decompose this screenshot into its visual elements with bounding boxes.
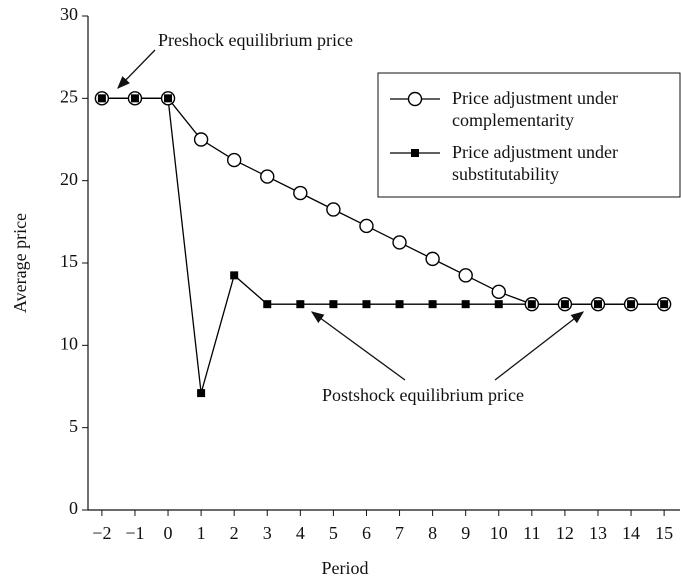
point — [296, 300, 305, 309]
legend-label: Price adjustment under complementarity — [452, 88, 618, 130]
annotation-arrow — [117, 49, 156, 89]
point — [491, 284, 506, 300]
point — [197, 389, 206, 398]
point — [395, 300, 404, 309]
annotation: Postshock equilibrium price — [322, 385, 524, 405]
x-tick-label: 15 — [655, 523, 673, 543]
x-tick-label: 9 — [461, 523, 470, 543]
point — [362, 300, 371, 309]
x-tick-label: 8 — [428, 523, 437, 543]
y-axis-label: Average price — [10, 213, 30, 313]
x-tick-label: 3 — [263, 523, 272, 543]
x-tick-label: 1 — [197, 523, 206, 543]
y-tick-label: 30 — [60, 4, 78, 24]
y-tick-label: 0 — [69, 498, 78, 518]
point — [593, 300, 602, 309]
point — [193, 132, 209, 147]
x-tick-label: 14 — [622, 523, 640, 543]
legend-label: Price adjustment under substitutability — [452, 142, 618, 184]
point — [97, 94, 106, 103]
annotation-arrow — [310, 311, 406, 381]
x-axis-label: Period — [322, 558, 369, 578]
point — [293, 185, 308, 201]
point — [392, 235, 407, 250]
y-tick-label: 10 — [60, 333, 78, 353]
annotation-arrow — [494, 311, 585, 381]
x-tick-label: −2 — [92, 523, 111, 543]
y-tick-label: 15 — [60, 251, 78, 271]
point — [458, 268, 473, 283]
point — [164, 94, 173, 103]
x-tick-label: 6 — [362, 523, 371, 543]
x-tick-label: 10 — [490, 523, 508, 543]
x-tick-label: 13 — [589, 523, 607, 543]
x-tick-label: 12 — [556, 523, 574, 543]
x-tick-label: 4 — [296, 523, 305, 543]
point — [226, 152, 242, 168]
y-tick-label: 20 — [60, 169, 78, 189]
point — [260, 169, 275, 184]
point — [660, 300, 669, 309]
x-tick-label: 5 — [329, 523, 338, 543]
x-tick-label: 0 — [164, 523, 173, 543]
point — [230, 271, 239, 280]
point — [130, 94, 139, 103]
y-tick-label: 5 — [69, 416, 78, 436]
point — [263, 300, 272, 309]
point — [329, 300, 338, 309]
point — [359, 218, 374, 234]
legend-box — [377, 72, 681, 198]
x-tick-label: 11 — [523, 523, 540, 543]
x-tick-label: 2 — [230, 523, 239, 543]
point — [494, 300, 503, 309]
y-tick-label: 25 — [60, 86, 78, 106]
x-tick-label: −1 — [125, 523, 144, 543]
point — [461, 300, 470, 309]
legend-marker — [411, 149, 419, 157]
point — [425, 251, 440, 267]
point — [627, 300, 636, 309]
point — [326, 202, 341, 217]
point — [560, 300, 569, 309]
annotation: Preshock equilibrium price — [158, 30, 353, 50]
legend-marker — [407, 91, 423, 107]
point — [428, 300, 437, 309]
x-tick-label: 7 — [395, 523, 404, 543]
point — [527, 300, 536, 309]
